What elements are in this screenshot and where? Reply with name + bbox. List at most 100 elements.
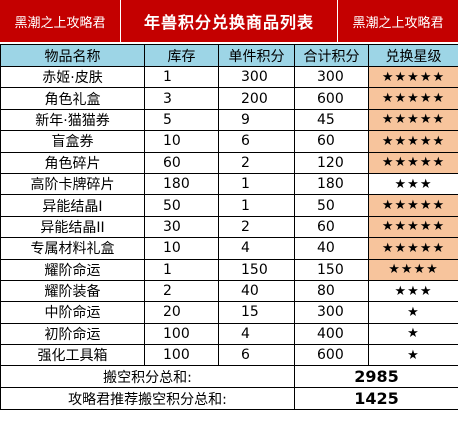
unit-points-cell: 6 (218, 130, 295, 153)
header-star-rating: 兑换星级 (368, 44, 458, 67)
total-points-cell: 300 (294, 65, 369, 89)
unit-points-cell: 200 (218, 87, 295, 110)
item-name-cell: 中阶命运 (0, 301, 145, 324)
total-points-cell: 150 (294, 258, 369, 281)
star-rating-cell: ★★★★ (368, 258, 458, 281)
stock-cell: 50 (144, 194, 219, 217)
stock-cell: 20 (144, 301, 219, 324)
total-points-cell: 45 (294, 108, 369, 132)
table-row: 异能结晶I 50 1 50 ★★★★★ (0, 194, 458, 217)
table-row: 角色礼盒 3 200 600 ★★★★★ (0, 87, 458, 110)
total-recommended-label: 攻略君推荐搬空积分总和: (0, 387, 295, 411)
unit-points-cell: 1 (218, 172, 295, 196)
star-rating-cell: ★ (368, 322, 458, 346)
header-total-points: 合计积分 (294, 44, 369, 67)
exchange-table: 物品名称 库存 单件积分 合计积分 兑换星级 赤姬·皮肤 1 300 300 ★★★★★… (0, 44, 458, 411)
total-points-cell: 60 (294, 215, 369, 239)
table-row: 异能结晶II 30 2 60 ★★★★★ (0, 215, 458, 239)
stock-cell: 2 (144, 279, 219, 303)
table-row: 角色碎片 60 2 120 ★★★★★ (0, 151, 458, 174)
total-recommended-value: 1425 (294, 387, 458, 411)
header-item-name: 物品名称 (0, 44, 145, 67)
total-row-all: 搬空积分总和: 2985 (0, 365, 458, 389)
total-points-cell: 60 (294, 130, 369, 153)
header-stock: 库存 (144, 44, 219, 67)
table-header-row: 物品名称 库存 单件积分 合计积分 兑换星级 (0, 44, 458, 67)
unit-points-cell: 1 (218, 194, 295, 217)
table-row: 耀阶装备 2 40 80 ★★★ (0, 279, 458, 303)
table-row: 新年·猫猫券 5 9 45 ★★★★★ (0, 108, 458, 132)
total-points-cell: 600 (294, 87, 369, 110)
table-row: 中阶命运 20 15 300 ★ (0, 301, 458, 324)
star-rating-cell: ★ (368, 344, 458, 367)
item-name-cell: 耀阶命运 (0, 258, 145, 281)
star-rating-cell: ★★★ (368, 172, 458, 196)
total-points-cell: 80 (294, 279, 369, 303)
unit-points-cell: 300 (218, 65, 295, 89)
unit-points-cell: 2 (218, 215, 295, 239)
star-rating-cell: ★★★★★ (368, 215, 458, 239)
total-points-cell: 600 (294, 344, 369, 367)
total-points-cell: 40 (294, 237, 369, 260)
star-rating-cell: ★★★★★ (368, 87, 458, 110)
stock-cell: 30 (144, 215, 219, 239)
item-name-cell: 初阶命运 (0, 322, 145, 346)
unit-points-cell: 9 (218, 108, 295, 132)
table-row: 初阶命运 100 4 400 ★ (0, 322, 458, 346)
page-title: 年兽积分兑换商品列表 (121, 0, 338, 42)
unit-points-cell: 6 (218, 344, 295, 367)
stock-cell: 10 (144, 130, 219, 153)
total-all-value: 2985 (294, 365, 458, 389)
star-rating-cell: ★★★★★ (368, 151, 458, 174)
total-points-cell: 300 (294, 301, 369, 324)
item-name-cell: 角色礼盒 (0, 87, 145, 110)
unit-points-cell: 2 (218, 151, 295, 174)
item-name-cell: 高阶卡牌碎片 (0, 172, 145, 196)
item-name-cell: 异能结晶I (0, 194, 145, 217)
unit-points-cell: 4 (218, 237, 295, 260)
total-points-cell: 400 (294, 322, 369, 346)
item-name-cell: 异能结晶II (0, 215, 145, 239)
star-rating-cell: ★★★★★ (368, 237, 458, 260)
table-row: 赤姬·皮肤 1 300 300 ★★★★★ (0, 65, 458, 89)
item-name-cell: 角色碎片 (0, 151, 145, 174)
table-body: 赤姬·皮肤 1 300 300 ★★★★★ 角色礼盒 3 200 600 ★★★★★ 新年·猫猫券 5… (0, 65, 458, 367)
stock-cell: 1 (144, 65, 219, 89)
total-points-cell: 180 (294, 172, 369, 196)
stock-cell: 100 (144, 344, 219, 367)
stock-cell: 100 (144, 322, 219, 346)
stock-cell: 60 (144, 151, 219, 174)
star-rating-cell: ★★★★★ (368, 65, 458, 89)
star-rating-cell: ★★★★★ (368, 194, 458, 217)
total-row-recommended: 攻略君推荐搬空积分总和: 1425 (0, 387, 458, 411)
total-points-cell: 50 (294, 194, 369, 217)
stock-cell: 5 (144, 108, 219, 132)
unit-points-cell: 4 (218, 322, 295, 346)
item-name-cell: 新年·猫猫券 (0, 108, 145, 132)
star-rating-cell: ★★★★★ (368, 130, 458, 153)
total-points-cell: 120 (294, 151, 369, 174)
stock-cell: 1 (144, 258, 219, 281)
title-banner: 黑潮之上攻略君 年兽积分兑换商品列表 黑潮之上攻略君 (0, 0, 458, 44)
item-name-cell: 耀阶装备 (0, 279, 145, 303)
table-row: 高阶卡牌碎片 180 1 180 ★★★ (0, 172, 458, 196)
item-name-cell: 盲盒券 (0, 130, 145, 153)
stock-cell: 3 (144, 87, 219, 110)
unit-points-cell: 40 (218, 279, 295, 303)
unit-points-cell: 15 (218, 301, 295, 324)
header-unit-points: 单件积分 (218, 44, 295, 67)
star-rating-cell: ★★★★★ (368, 108, 458, 132)
table-row: 盲盒券 10 6 60 ★★★★★ (0, 130, 458, 153)
unit-points-cell: 150 (218, 258, 295, 281)
item-name-cell: 专属材料礼盒 (0, 237, 145, 260)
banner-right-tag: 黑潮之上攻略君 (338, 0, 458, 42)
stock-cell: 10 (144, 237, 219, 260)
item-name-cell: 赤姬·皮肤 (0, 65, 145, 89)
item-name-cell: 强化工具箱 (0, 344, 145, 367)
table-row: 强化工具箱 100 6 600 ★ (0, 344, 458, 367)
banner-left-tag: 黑潮之上攻略君 (0, 0, 121, 42)
star-rating-cell: ★ (368, 301, 458, 324)
star-rating-cell: ★★★ (368, 279, 458, 303)
table-row: 耀阶命运 1 150 150 ★★★★ (0, 258, 458, 281)
